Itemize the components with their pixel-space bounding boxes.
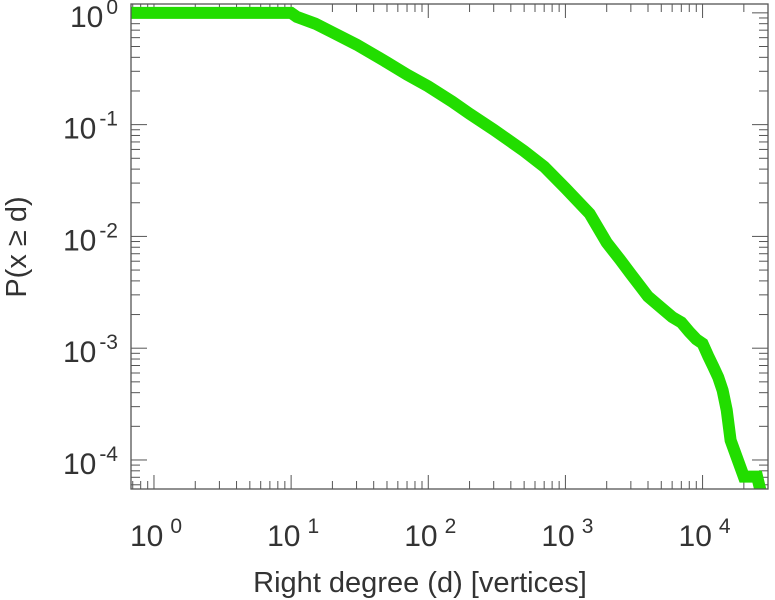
- y-tick-label: 10 -1: [63, 108, 118, 146]
- series-line: [131, 6, 767, 489]
- x-tick-label: 10 3: [541, 515, 593, 553]
- x-tick-label: 10 4: [679, 515, 731, 553]
- series-layer: [131, 6, 767, 489]
- major-ticks: [131, 4, 768, 489]
- minor-ticks: [131, 4, 769, 489]
- x-tick-labels: 10 0 10 1 10 2 10 3 10 4: [130, 515, 731, 553]
- y-tick-label: 10 0: [70, 0, 118, 34]
- x-tick-label: 10 2: [404, 515, 456, 553]
- y-tick-label: 10 -3: [63, 331, 118, 369]
- x-axis-label: Right degree (d) [vertices]: [253, 567, 587, 599]
- y-tick-label: 10 -4: [63, 443, 118, 481]
- x-tick-label: 10 0: [130, 515, 182, 553]
- y-axis-label: P(x ≥ d): [1, 196, 33, 297]
- plot-frame: [130, 3, 769, 490]
- x-tick-label: 10 1: [267, 515, 319, 553]
- y-tick-label: 10 -2: [63, 219, 118, 257]
